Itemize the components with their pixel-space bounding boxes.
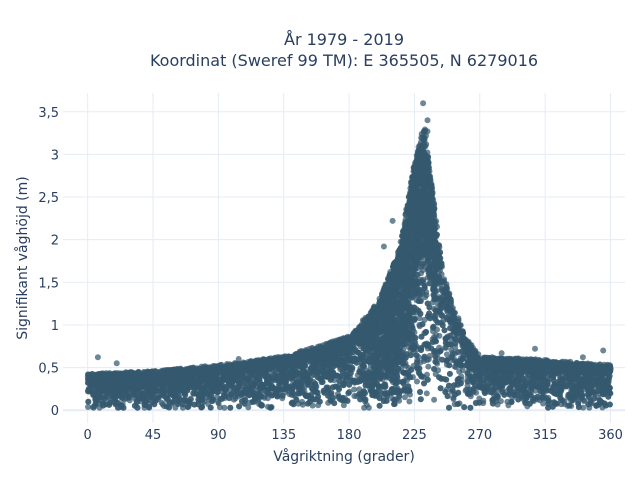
data-point — [340, 402, 347, 409]
data-point — [396, 397, 403, 404]
data-point — [413, 352, 420, 359]
data-point — [431, 315, 438, 322]
data-point — [85, 404, 91, 410]
data-point — [423, 390, 430, 397]
data-point — [175, 401, 181, 407]
data-point — [299, 398, 306, 405]
data-point — [454, 348, 461, 355]
data-point — [401, 394, 408, 401]
data-point — [416, 315, 423, 322]
data-point — [426, 352, 433, 359]
data-point — [443, 351, 450, 358]
data-point — [425, 363, 432, 370]
data-point — [431, 396, 438, 403]
data-point — [406, 398, 413, 405]
data-point — [464, 378, 471, 385]
data-point — [430, 328, 436, 335]
data-point — [446, 370, 453, 377]
data-point — [540, 400, 547, 407]
data-point — [414, 378, 420, 385]
data-point — [446, 404, 452, 411]
data-points — [84, 100, 614, 411]
data-point — [361, 404, 368, 411]
data-point — [456, 368, 463, 375]
data-point — [221, 404, 228, 411]
data-point — [125, 394, 132, 401]
data-point — [398, 365, 405, 372]
data-point — [351, 393, 358, 399]
data-point — [450, 396, 457, 402]
data-point — [494, 401, 501, 408]
data-point — [365, 404, 372, 411]
data-point — [351, 386, 358, 393]
data-point — [104, 391, 111, 398]
data-point — [419, 267, 426, 274]
